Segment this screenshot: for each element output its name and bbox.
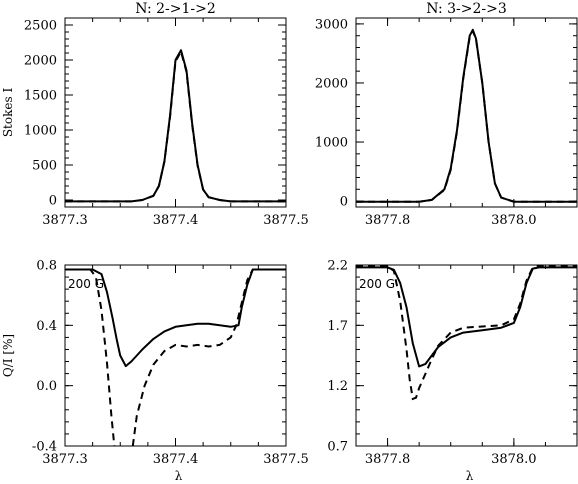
x-tick-label: 3877.3 bbox=[42, 213, 88, 228]
x-axis-label: λ bbox=[466, 469, 474, 483]
series-line-dashed bbox=[131, 268, 286, 446]
y-tick-label: 0 bbox=[340, 195, 348, 210]
plot-frame bbox=[64, 17, 287, 208]
y-tick-label: 0.0 bbox=[36, 379, 57, 394]
plot-frame bbox=[355, 264, 578, 447]
series-line-dashed bbox=[356, 265, 577, 401]
x-tick-label: 3877.8 bbox=[365, 452, 411, 467]
y-tick-label: 3000 bbox=[315, 17, 348, 32]
chart-panel-1: 3877.3 3877.4 3877.5 0 500 1000 1500 2000 2500 N:… bbox=[1, 1, 309, 228]
x-tick-label: 3877.5 bbox=[263, 213, 309, 228]
y-tick-label: 0.8 bbox=[36, 259, 57, 274]
x-tick-label: 3878.0 bbox=[491, 452, 537, 467]
chart-panel-4: 3877.8 3878.0 0.7 1.2 1.7 2.2 λ 200 G bbox=[327, 259, 578, 483]
y-tick-label: 0 bbox=[49, 194, 57, 209]
x-tick-label: 3877.4 bbox=[153, 213, 199, 228]
y-tick-label: 1.2 bbox=[327, 379, 348, 394]
series-line-solid bbox=[65, 49, 286, 203]
y-axis-label: Stokes I bbox=[1, 88, 15, 138]
x-axis-label: λ bbox=[175, 469, 183, 483]
y-tick-label: 1.7 bbox=[327, 319, 348, 334]
y-tick-label: 0.4 bbox=[36, 319, 57, 334]
x-tick-label: 3877.3 bbox=[42, 452, 88, 467]
x-tick-label: 3877.4 bbox=[153, 452, 199, 467]
series-line-dashed bbox=[356, 28, 577, 203]
chart-panel-3: 3877.3 3877.4 3877.5 -0.4 0.0 0.4 0.8 Q/I [%] λ 2… bbox=[1, 259, 309, 484]
field-strength-annotation: 200 G bbox=[359, 277, 395, 291]
y-tick-label: 1000 bbox=[315, 136, 348, 151]
y-tick-label: 1000 bbox=[24, 124, 57, 139]
y-tick-label: -0.4 bbox=[32, 440, 57, 455]
chart-title: N: 3->2->3 bbox=[426, 1, 507, 17]
x-tick-label: 3877.8 bbox=[365, 213, 411, 228]
y-tick-label: 2000 bbox=[24, 54, 57, 69]
plot-frame bbox=[355, 17, 578, 208]
series-line-solid bbox=[65, 268, 286, 368]
y-tick-label: 500 bbox=[32, 159, 57, 174]
chart-panel-2: 3877.8 3878.0 0 1000 2000 3000 N: 3->2->3 bbox=[315, 1, 578, 228]
y-tick-label: 2.2 bbox=[327, 259, 348, 274]
y-tick-label: 1500 bbox=[24, 89, 57, 104]
series-line-dashed bbox=[65, 48, 286, 203]
field-strength-annotation: 200 G bbox=[68, 277, 104, 291]
y-tick-label: 0.7 bbox=[327, 440, 348, 455]
series-line-dashed bbox=[65, 268, 116, 446]
chart-title: N: 2->1->2 bbox=[135, 1, 216, 17]
x-tick-label: 3877.5 bbox=[263, 452, 309, 467]
y-tick-label: 2500 bbox=[24, 19, 57, 34]
y-tick-label: 2000 bbox=[315, 76, 348, 91]
x-tick-label: 3878.0 bbox=[491, 213, 537, 228]
series-line-solid bbox=[356, 266, 577, 368]
y-axis-label: Q/I [%] bbox=[1, 334, 15, 377]
